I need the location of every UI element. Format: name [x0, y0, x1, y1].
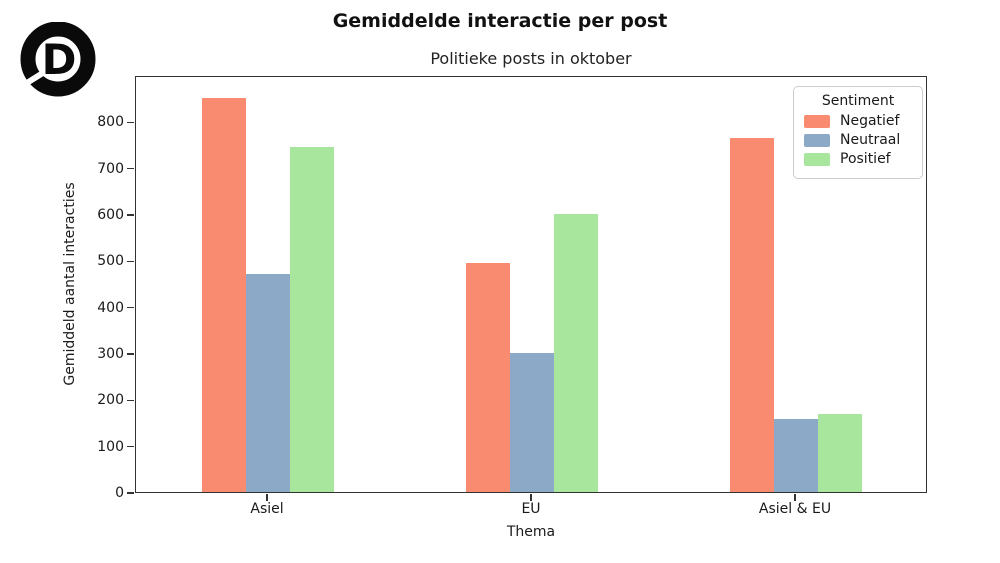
d-logo: D	[20, 22, 96, 97]
chart-title: Gemiddelde interactie per post	[332, 10, 668, 32]
y-tick-label: 200	[97, 392, 124, 409]
bar-neutraal-2	[510, 353, 554, 492]
x-tick-label-3: Asiel & EU	[758, 501, 832, 517]
y-tickmark	[127, 214, 134, 216]
plot-area: Sentiment Negatief Neutraal Positief	[135, 76, 927, 493]
x-tickmark	[266, 494, 268, 501]
y-tickmark	[127, 260, 134, 263]
y-tick-label: 500	[97, 253, 124, 270]
legend-row-positief: Positief	[804, 151, 912, 167]
legend-swatch-positief	[804, 152, 830, 166]
legend-label-neutraal: Neutraal	[840, 132, 901, 148]
legend-swatch-neutraal	[804, 133, 830, 147]
x-tickmark	[794, 494, 796, 501]
legend-title: Sentiment	[821, 93, 895, 109]
bar-positief-2	[554, 214, 598, 492]
y-tickmark	[127, 167, 134, 170]
x-tick-label-2: EU	[521, 501, 541, 517]
bar-positief-3	[818, 414, 862, 492]
y-tickmark	[127, 492, 134, 494]
y-tick-label: 600	[97, 207, 124, 223]
y-tick-label: 100	[97, 438, 124, 455]
logo-letter: D	[42, 35, 77, 84]
bar-neutraal-1	[246, 274, 290, 492]
y-tickmark	[127, 399, 134, 402]
bar-negatief-2	[466, 262, 510, 492]
bar-neutraal-3	[774, 418, 818, 492]
y-tick-label: 800	[97, 114, 124, 131]
bar-negatief-3	[730, 137, 774, 492]
y-tick-label: 0	[115, 485, 124, 501]
y-tickmark	[127, 306, 134, 309]
legend-row-negatief: Negatief	[804, 113, 912, 129]
legend-row-neutraal: Neutraal	[804, 132, 912, 148]
bar-negatief-1	[202, 98, 246, 492]
y-tickmark	[127, 445, 134, 448]
y-tick-label: 300	[97, 346, 124, 362]
y-tick-label: 400	[97, 299, 124, 316]
bar-positief-1	[290, 146, 334, 492]
x-tickmark	[530, 494, 532, 501]
logo-cut	[20, 63, 56, 89]
legend-label-positief: Positief	[840, 151, 891, 167]
chart-subtitle: Politieke posts in oktober	[430, 49, 632, 68]
legend-rows: Negatief Neutraal Positief	[804, 113, 912, 167]
y-tickmark	[127, 121, 134, 124]
logo-ring	[20, 22, 96, 97]
legend-label-negatief: Negatief	[840, 113, 900, 129]
legend-swatch-negatief	[804, 114, 830, 128]
y-tickmark	[127, 353, 134, 355]
legend-box: Sentiment Negatief Neutraal Positief	[793, 86, 923, 179]
x-axis-label: Thema	[506, 524, 556, 540]
x-tick-label-1: Asiel	[250, 501, 284, 517]
y-tick-label: 700	[97, 160, 124, 177]
